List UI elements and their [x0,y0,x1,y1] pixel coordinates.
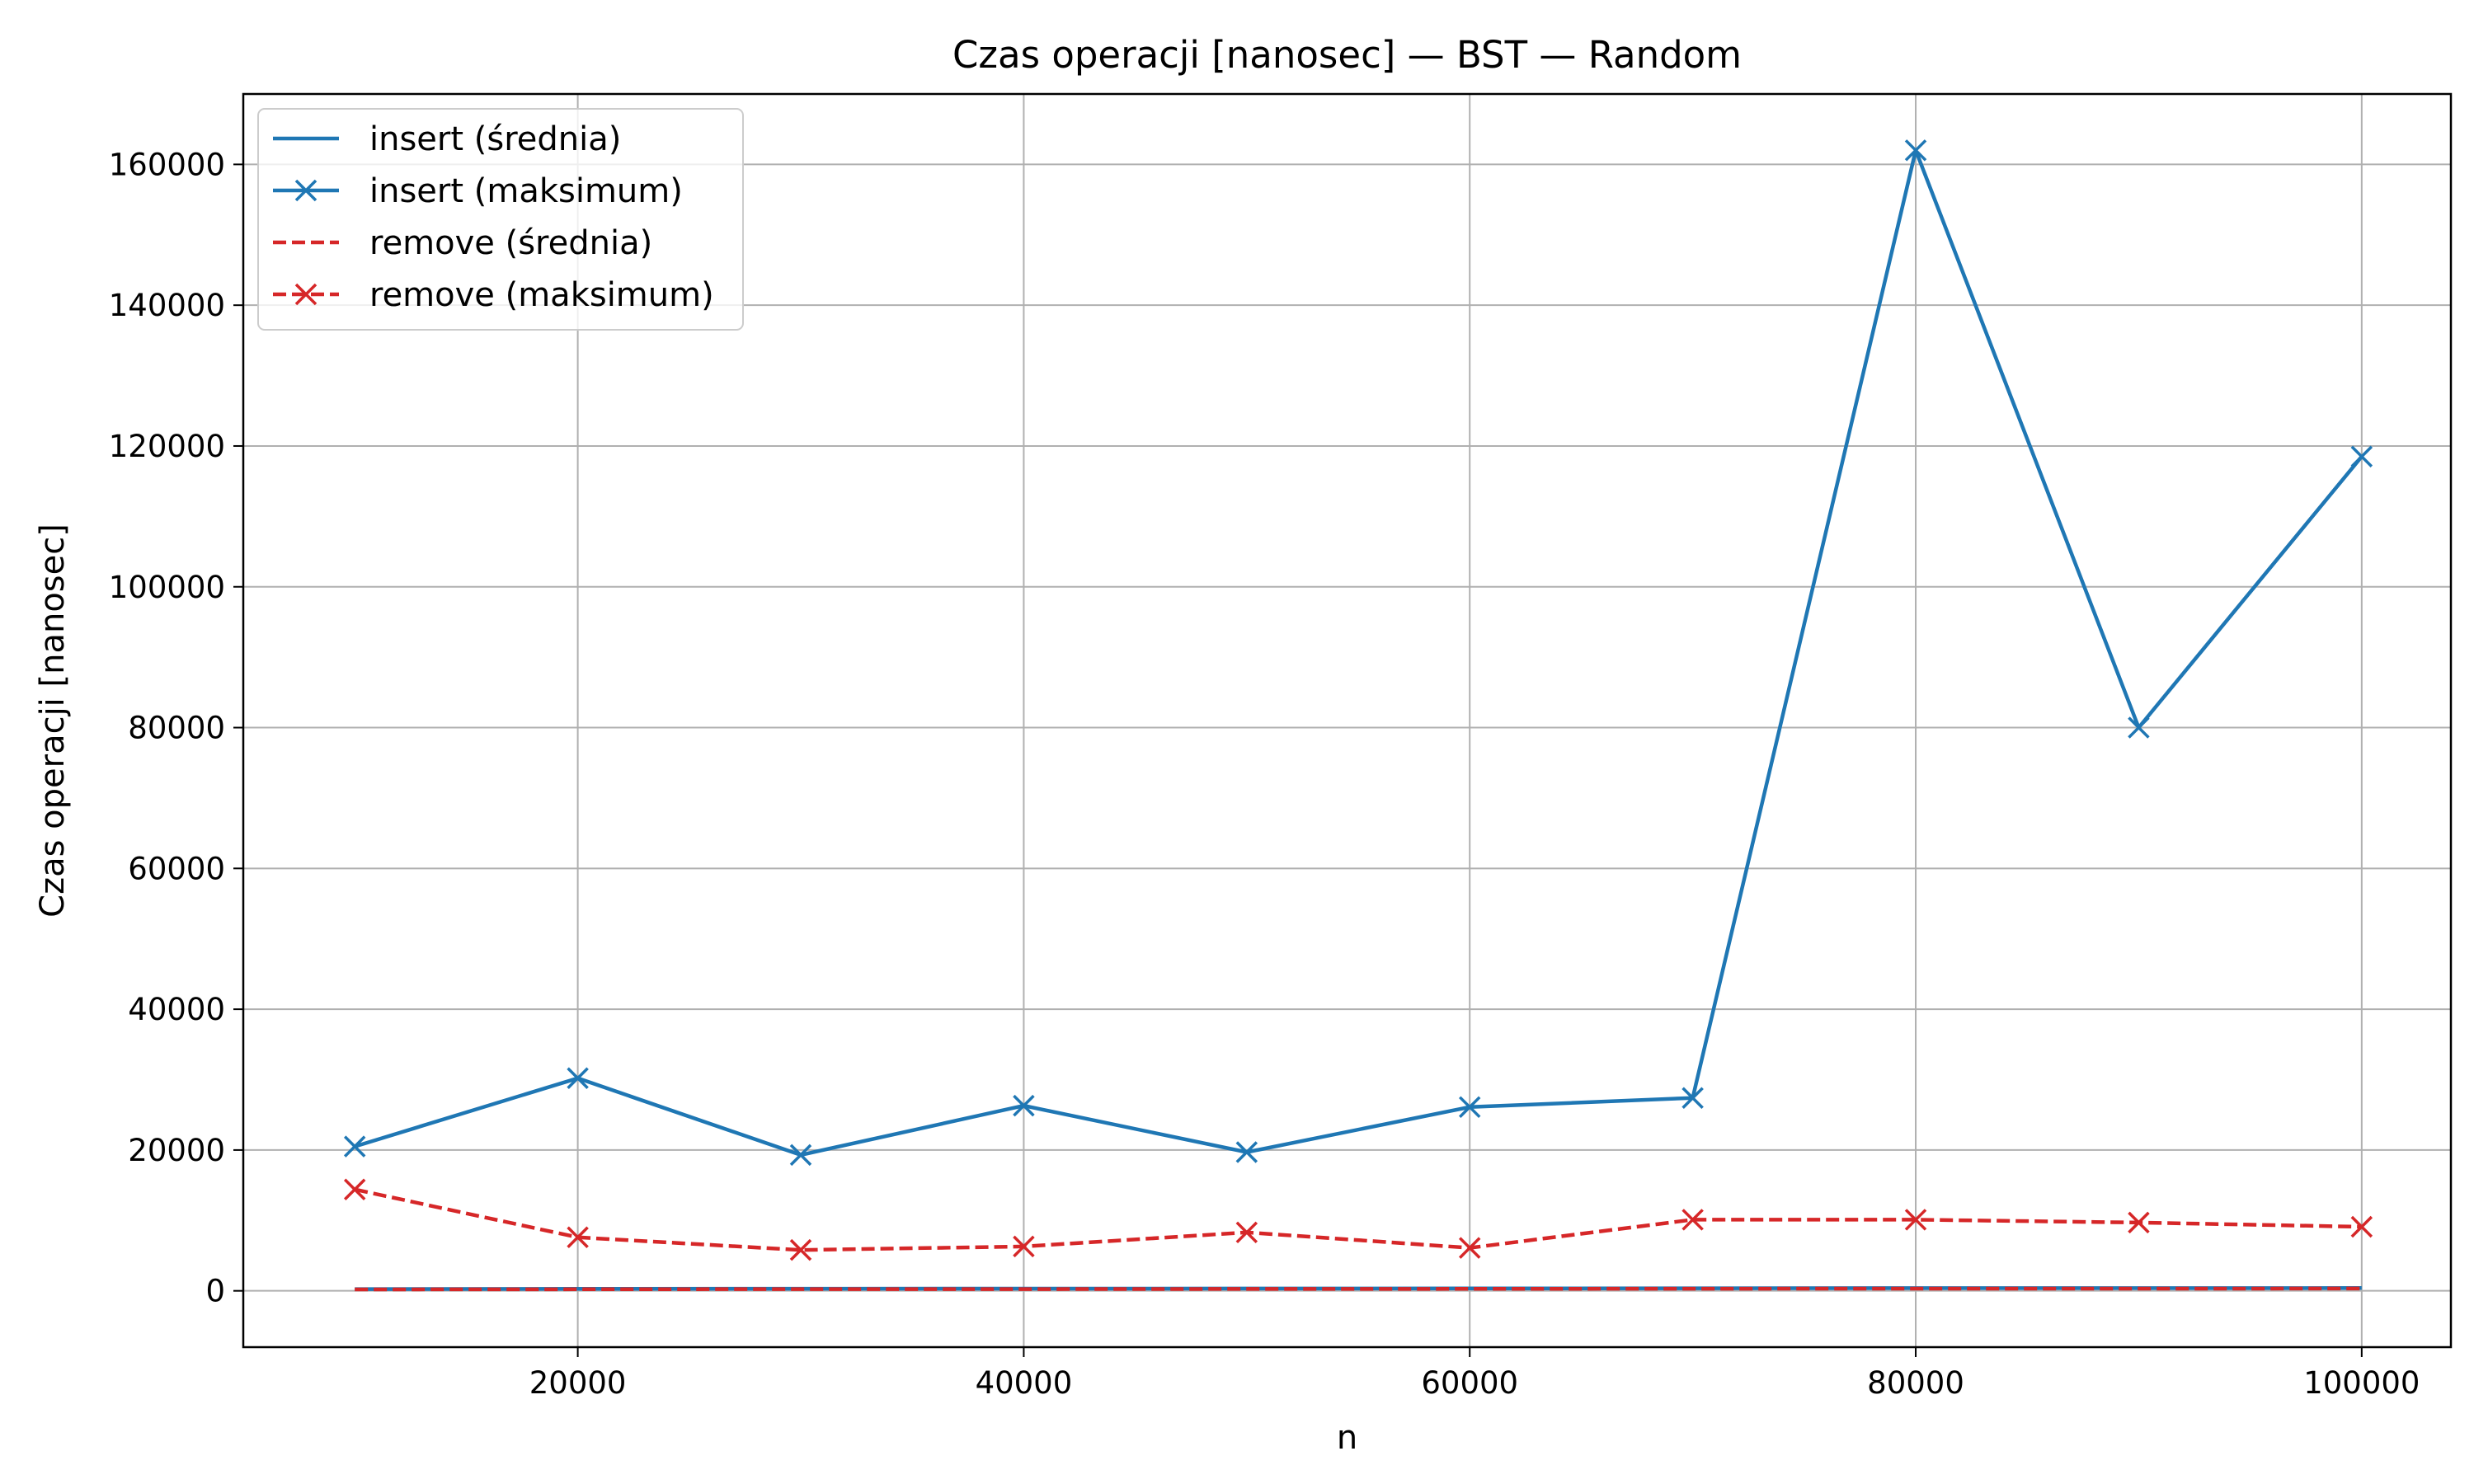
y-tick-label: 100000 [109,570,225,605]
legend-label: insert (maksimum) [369,172,683,210]
legend-marker-sample [294,179,317,202]
legend-label: remove (średnia) [369,224,652,262]
y-tick-label: 20000 [128,1133,225,1168]
legend-label: remove (maksimum) [369,276,714,314]
data-point-marker [567,1067,589,1090]
data-point-marker [1458,1237,1481,1259]
legend: insert (średnia) insert (maksimum) remove … [257,108,744,331]
legend-label: insert (średnia) [369,120,621,158]
legend-box [257,108,744,331]
x-tick-label: 100000 [2303,1365,2420,1401]
plot-frame [242,92,2453,1349]
x-tick-label: 20000 [529,1365,627,1401]
data-point-marker [789,1238,812,1261]
x-tick-label: 60000 [1421,1365,1518,1401]
series-insert-rednia [355,1286,2362,1291]
data-point-marker [1904,1209,1927,1231]
y-tick-label: 140000 [109,288,225,323]
data-point-marker [1013,1094,1035,1117]
legend-marker-sample [294,283,317,306]
y-tick-label: 120000 [109,429,225,464]
data-point-marker [1013,1235,1035,1258]
y-tick-label: 0 [205,1274,225,1309]
chart-title: Czas operacji [nanosec] — BST — Random [952,33,1742,77]
axis-ticks: 20000 40000 60000 80000 100000 0 20000 40000 600… [109,147,2420,1401]
data-point-marker [1681,1209,1704,1231]
x-tick-label: 40000 [976,1365,1073,1401]
data-point-marker [1235,1141,1258,1163]
data-point-marker [1904,139,1927,162]
data-point-marker [1235,1221,1258,1244]
series-group [343,139,2373,1292]
data-point-marker [2350,1215,2373,1238]
data-point-marker [1458,1096,1481,1119]
series-remove-maksimum [343,1178,2373,1261]
legend-item: insert (maksimum) [273,172,683,210]
y-axis-label: Czas operacji [nanosec] [34,524,72,918]
series-line [355,1286,2362,1291]
legend-item: remove (maksimum) [273,276,714,314]
y-tick-label: 40000 [128,992,225,1027]
data-point-marker [789,1144,812,1167]
x-axis-label: n [1337,1419,1357,1457]
legend-item: remove (średnia) [273,224,652,262]
y-tick-label: 60000 [128,851,225,886]
series-insert-maksimum [343,139,2373,1167]
data-point-marker [2350,445,2373,468]
y-tick-label: 160000 [109,147,225,182]
x-tick-label: 80000 [1867,1365,1964,1401]
series-line [354,148,2363,1158]
data-point-marker [2128,1211,2150,1234]
data-point-marker [567,1226,589,1249]
data-point-marker [1681,1087,1704,1109]
series-line [354,1187,2362,1252]
data-point-marker [343,1135,366,1158]
data-point-marker [2128,716,2150,739]
y-tick-label: 80000 [128,711,225,746]
data-point-marker [343,1178,366,1200]
legend-item: insert (średnia) [273,120,621,158]
